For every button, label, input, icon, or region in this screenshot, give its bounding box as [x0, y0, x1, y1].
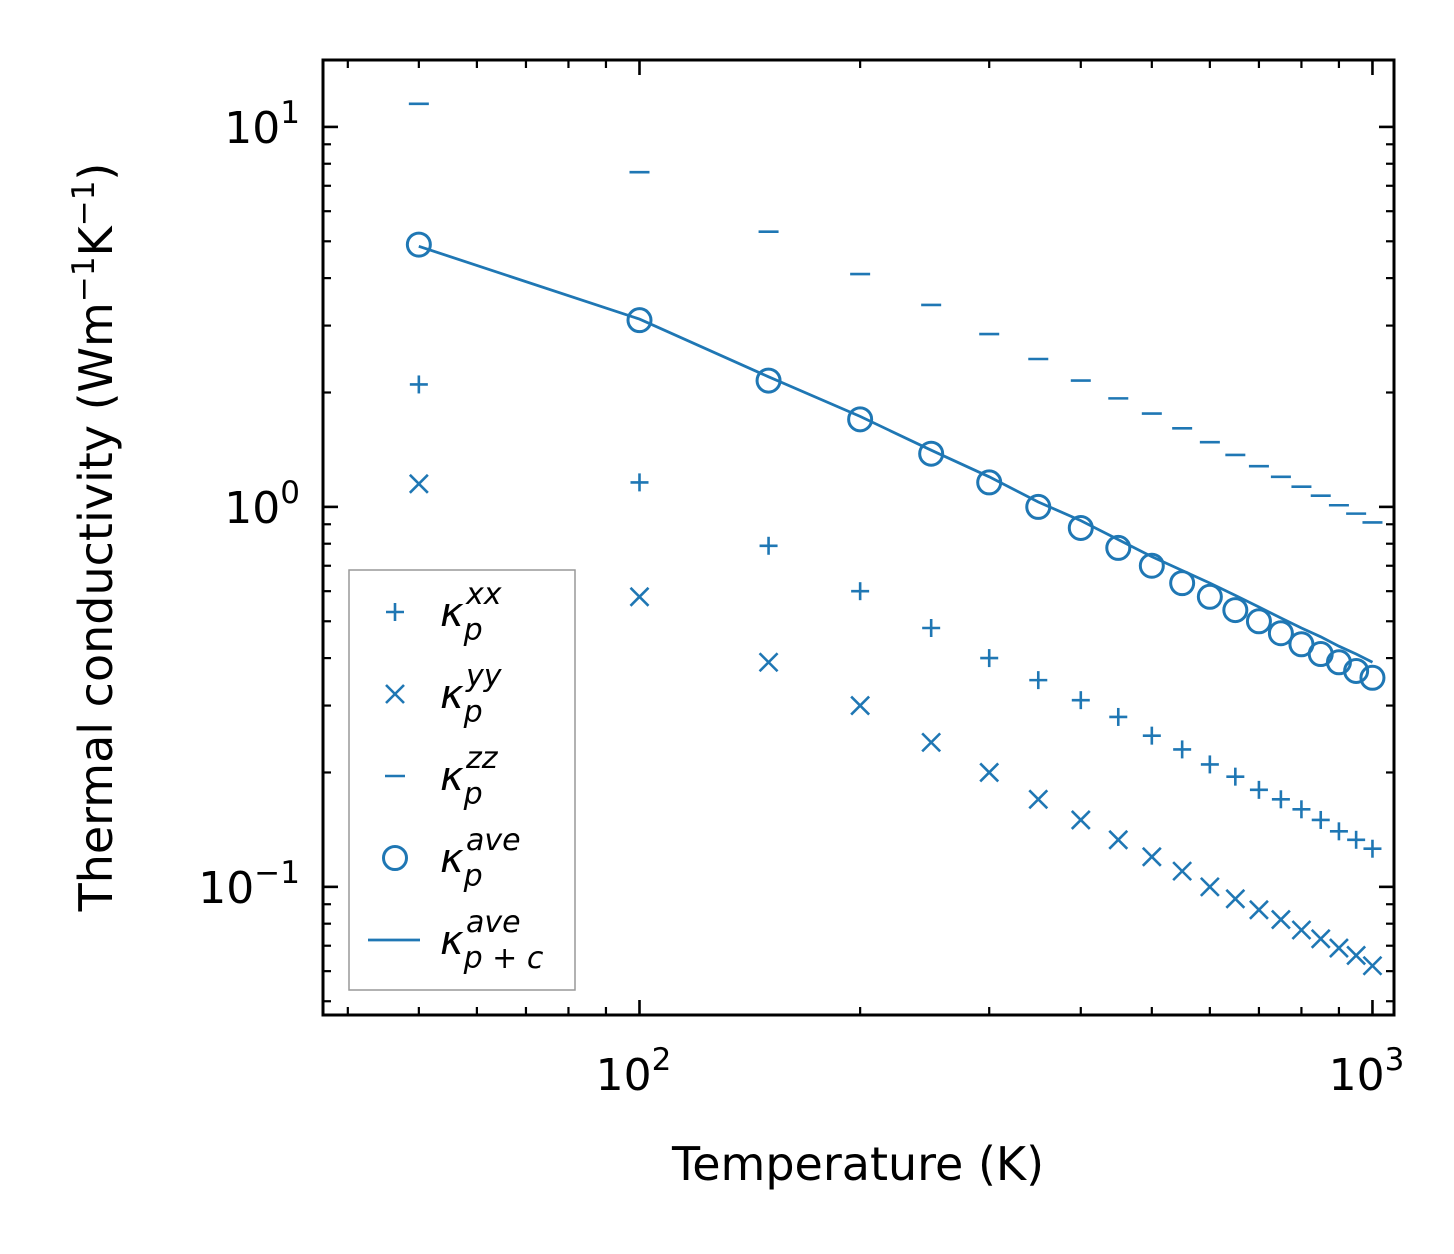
- data-point: [1172, 861, 1193, 882]
- data-point: [408, 473, 429, 494]
- legend-subscript: p: [463, 613, 483, 648]
- legend-superscript: xx: [465, 577, 502, 612]
- legend-symbol: κ: [440, 672, 464, 718]
- legend-label: κpave: [440, 823, 521, 894]
- data-point: [1108, 829, 1129, 850]
- y-tick-base: 10: [224, 103, 280, 154]
- legend-box: [348, 569, 576, 991]
- legend-symbol: κ: [440, 590, 464, 636]
- data-point: [1141, 846, 1162, 867]
- data-point: [1138, 552, 1165, 579]
- legend-entry: κpzz: [385, 741, 499, 812]
- series-line: [418, 244, 1374, 664]
- data-point: [626, 307, 653, 334]
- data-point: [1359, 664, 1386, 691]
- data-point: [1249, 899, 1269, 920]
- data-point: [1310, 928, 1331, 949]
- y-axis-label: Thermal conductivity (Wm−1K−1): [66, 163, 123, 913]
- y-label-end: ): [69, 163, 123, 181]
- data-point: [847, 406, 874, 433]
- y-tick-label: 10−1: [198, 855, 300, 914]
- y-tick-exp: −1: [254, 855, 300, 891]
- data-point: [1267, 620, 1294, 647]
- plot-content: [405, 102, 1386, 976]
- legend-superscript: zz: [465, 741, 499, 776]
- data-point: [1225, 888, 1246, 909]
- data-point: [921, 732, 942, 753]
- x-tick-label: 103: [1329, 1042, 1405, 1101]
- x-tick-exp: 3: [1385, 1042, 1405, 1078]
- series-hline: [408, 102, 1383, 524]
- legend-label: κp + cave: [440, 905, 544, 976]
- y-tick-base: 10: [224, 483, 280, 534]
- data-point: [1070, 810, 1091, 830]
- legend-subscript: p + c: [463, 941, 544, 976]
- legend-label: κpzz: [440, 741, 499, 812]
- data-point: [758, 652, 779, 673]
- x-tick-labels: 102 103: [596, 1042, 1405, 1101]
- data-point: [405, 231, 432, 258]
- y-tick-label: 100: [224, 475, 300, 534]
- legend-entry: κpave: [382, 823, 521, 894]
- x-tick-exp: 2: [652, 1042, 672, 1078]
- data-point: [979, 762, 1000, 783]
- legend-symbol: κ: [440, 918, 464, 964]
- data-point: [850, 695, 871, 716]
- y-tick-exp: 1: [280, 95, 300, 131]
- x-axis-label: Temperature (K): [671, 1137, 1044, 1191]
- legend-entry: κpxx: [386, 577, 502, 648]
- legend-symbol: κ: [440, 836, 464, 882]
- y-tick-label: 101: [224, 95, 300, 154]
- data-point: [1245, 608, 1272, 635]
- data-point: [1199, 876, 1220, 897]
- data-point: [1291, 920, 1312, 940]
- data-point: [1329, 938, 1349, 959]
- data-point: [629, 586, 650, 607]
- y-label-sup1: −1: [66, 256, 102, 302]
- legend-subscript: p: [463, 859, 483, 894]
- data-point: [1222, 597, 1249, 624]
- y-label-mid: K: [69, 224, 123, 256]
- y-label-sup2: −1: [66, 181, 102, 227]
- data-point: [918, 440, 945, 467]
- major-ticks: [323, 60, 1394, 1015]
- legend-entry: κpyy: [385, 659, 503, 730]
- series-x: [408, 473, 1383, 976]
- legend-subscript: p: [463, 777, 483, 812]
- legend-entry: κp + cave: [368, 905, 544, 976]
- x-tick-label: 102: [596, 1042, 672, 1101]
- legend-superscript: ave: [466, 823, 521, 858]
- legend-marker: [385, 684, 405, 704]
- data-point: [1028, 789, 1049, 810]
- data-point: [1270, 909, 1291, 930]
- legend-label: κpyy: [440, 659, 503, 730]
- data-point: [1346, 945, 1367, 966]
- y-tick-exp: 0: [280, 475, 300, 511]
- legend-label: κpxx: [440, 577, 502, 648]
- legend-subscript: p: [463, 695, 483, 730]
- x-tick-base: 10: [596, 1050, 652, 1101]
- y-tick-base: 10: [198, 863, 254, 914]
- data-point: [1196, 583, 1223, 610]
- legend-marker: [382, 845, 408, 871]
- series-plus: [409, 375, 1382, 858]
- legend-superscript: ave: [466, 905, 521, 940]
- legend-superscript: yy: [465, 659, 503, 694]
- legend-symbol: κ: [440, 754, 464, 800]
- series-line: [418, 244, 1374, 664]
- data-point: [1105, 534, 1132, 561]
- data-point: [1343, 657, 1370, 684]
- x-tick-base: 10: [1329, 1050, 1385, 1101]
- plot-frame: [321, 58, 1396, 1017]
- data-point: [1362, 955, 1383, 976]
- y-label-main: Thermal conductivity (Wm: [69, 302, 123, 912]
